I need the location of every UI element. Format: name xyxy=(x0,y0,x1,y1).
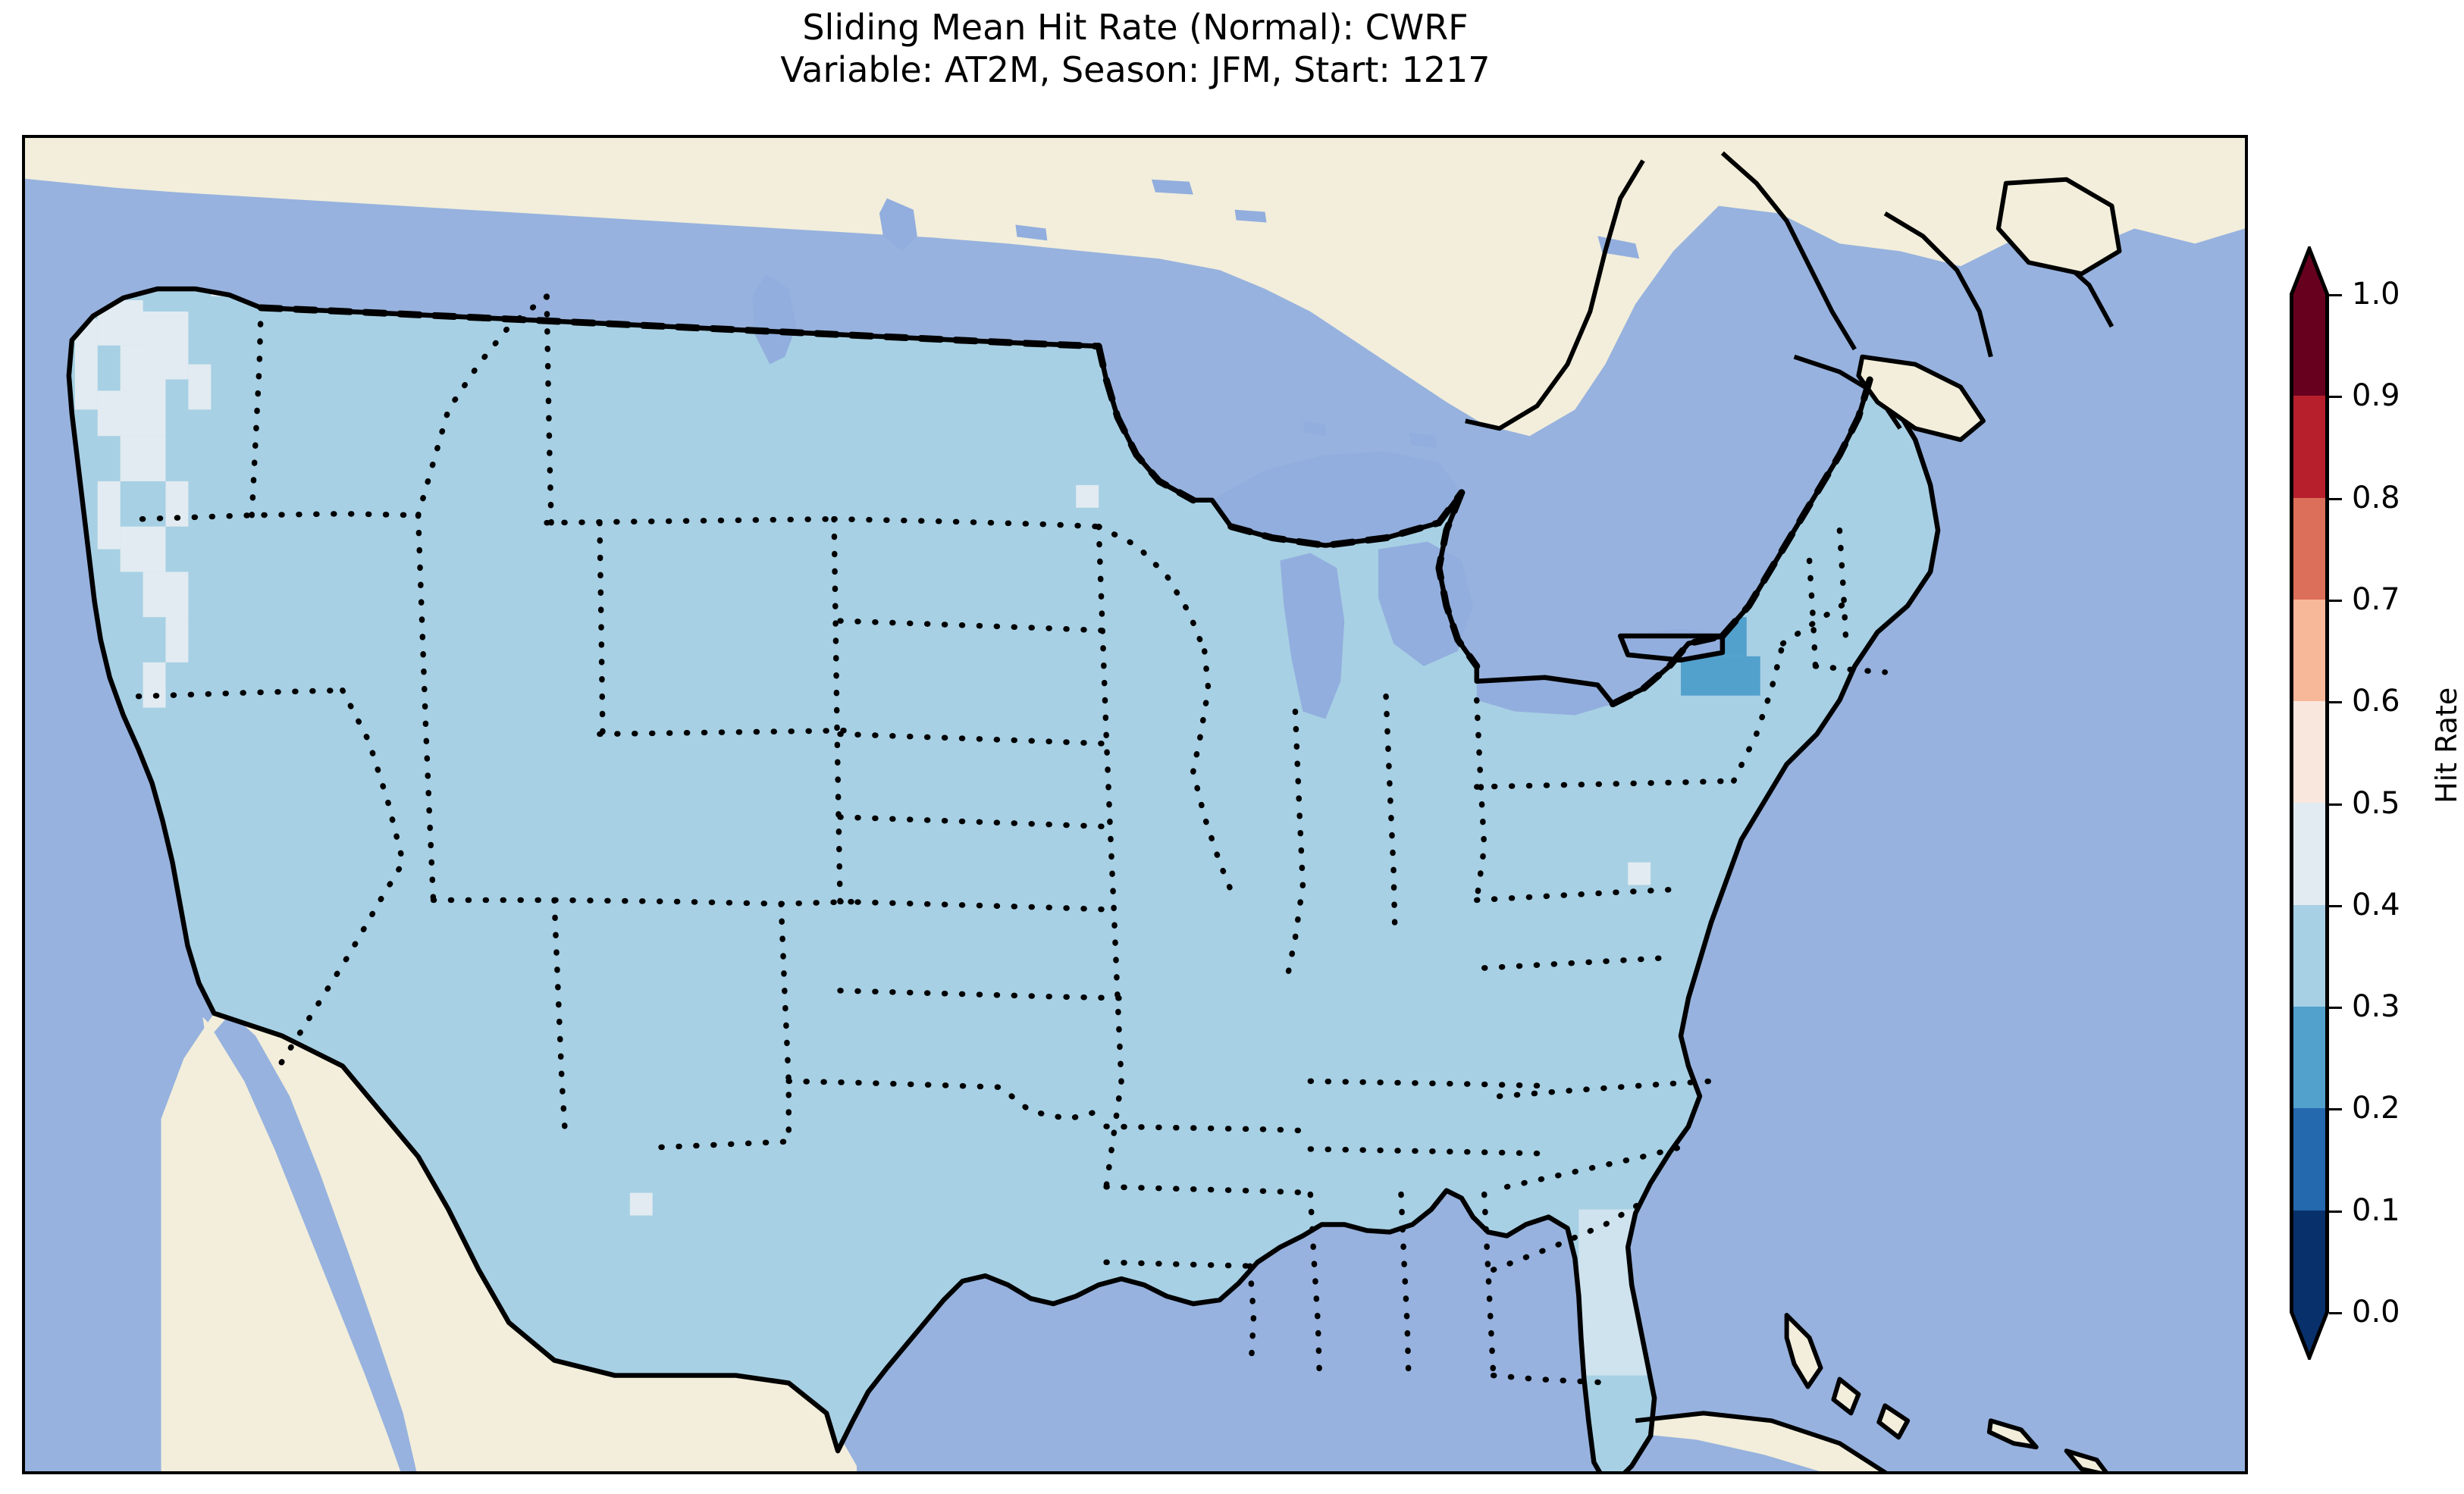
lake-superior xyxy=(1212,451,1462,546)
title-line-2: Variable: AT2M, Season: JFM, Start: 1217 xyxy=(780,49,1491,91)
lake-winnipeg xyxy=(752,274,797,365)
colorbar-band-0.0-0.1 xyxy=(2290,1210,2329,1312)
antilles-islands xyxy=(1989,1420,2105,1471)
colorbar-ticklabel-0.4: 0.4 xyxy=(2352,887,2400,922)
great-lakes xyxy=(752,179,1723,719)
colorbar-tick-0.8 xyxy=(2329,497,2342,500)
colorbar-ticklabel-1.0: 1.0 xyxy=(2352,277,2400,312)
canada-landmass xyxy=(25,138,2245,437)
colorbar-tick-0.7 xyxy=(2329,599,2342,602)
colorbar-band-0.2-0.3 xyxy=(2290,1007,2329,1109)
colorbar-tick-0.4 xyxy=(2329,904,2342,907)
colorbar-band-0.7-0.8 xyxy=(2290,497,2329,600)
colorbar-band-0.8-0.9 xyxy=(2290,396,2329,498)
colorbar-axis-label: Hit Rate xyxy=(2430,687,2463,803)
band-0.4-0.5 xyxy=(74,289,257,708)
colorbar-tick-0.5 xyxy=(2329,803,2342,806)
map-svg xyxy=(25,138,2245,1471)
colorbar-band-0.1-0.2 xyxy=(2290,1108,2329,1211)
lake-huron xyxy=(1378,541,1473,666)
colorbar-tick-0.1 xyxy=(2329,1210,2342,1213)
colorbar-ticklabel-0.5: 0.5 xyxy=(2352,785,2400,821)
baja-peninsula xyxy=(202,1016,387,1471)
colorbar-tick-0.0 xyxy=(2329,1312,2342,1314)
colorbar-band-0.5-0.6 xyxy=(2290,701,2329,803)
cuba-island xyxy=(1635,1413,1883,1471)
figure-title: Sliding Mean Hit Rate (Normal): CWRF Var… xyxy=(0,6,2271,91)
colorbar-ticklabel-0.7: 0.7 xyxy=(2352,581,2400,617)
lake-of-woods xyxy=(879,198,917,252)
gulf-of-california xyxy=(214,1013,417,1471)
map-axes xyxy=(22,135,2248,1474)
colorbar-band-0.9-1.0 xyxy=(2290,294,2329,396)
colorbar-ticklabel-0.0: 0.0 xyxy=(2352,1295,2400,1330)
lake-erie xyxy=(1476,677,1613,716)
colorbar-bands xyxy=(2290,294,2329,1312)
colorbar-ticklabel-0.6: 0.6 xyxy=(2352,684,2400,719)
colorbar-tick-1.0 xyxy=(2329,294,2342,296)
colorbar-band-0.6-0.7 xyxy=(2290,599,2329,702)
colorbar-tick-0.9 xyxy=(2329,396,2342,399)
colorbar-extend-under-arrow xyxy=(2290,1312,2329,1360)
colorbar-ticklabel-0.8: 0.8 xyxy=(2352,480,2400,515)
colorbar-tick-0.2 xyxy=(2329,1108,2342,1111)
colorbar-ticklabel-0.1: 0.1 xyxy=(2352,1192,2400,1228)
colorbar-band-0.3-0.4 xyxy=(2290,904,2329,1007)
state-borders xyxy=(135,293,1889,1386)
colorbar[interactable]: 1.0 0.9 0.8 0.7 0.6 0.5 0.4 0.3 0.2 0.1 0.0 xyxy=(2290,246,2400,1360)
map-canvas xyxy=(25,138,2245,1471)
colorbar-extend-over-arrow xyxy=(2290,246,2329,294)
colorbar-ticklabel-0.3: 0.3 xyxy=(2352,989,2400,1025)
colorbar-ticklabel-0.2: 0.2 xyxy=(2352,1091,2400,1126)
colorbar-ticklabel-0.9: 0.9 xyxy=(2352,378,2400,414)
newfoundland xyxy=(1995,177,2122,277)
colorbar-tick-0.3 xyxy=(2329,1007,2342,1010)
colorbar-band-0.4-0.5 xyxy=(2290,803,2329,905)
lake-michigan xyxy=(1280,553,1345,719)
caribbean-outlines xyxy=(1635,1312,2108,1471)
title-line-1: Sliding Mean Hit Rate (Normal): CWRF xyxy=(802,7,1469,48)
us-canada-border xyxy=(257,304,1873,708)
colorbar-tick-0.6 xyxy=(2329,701,2342,704)
